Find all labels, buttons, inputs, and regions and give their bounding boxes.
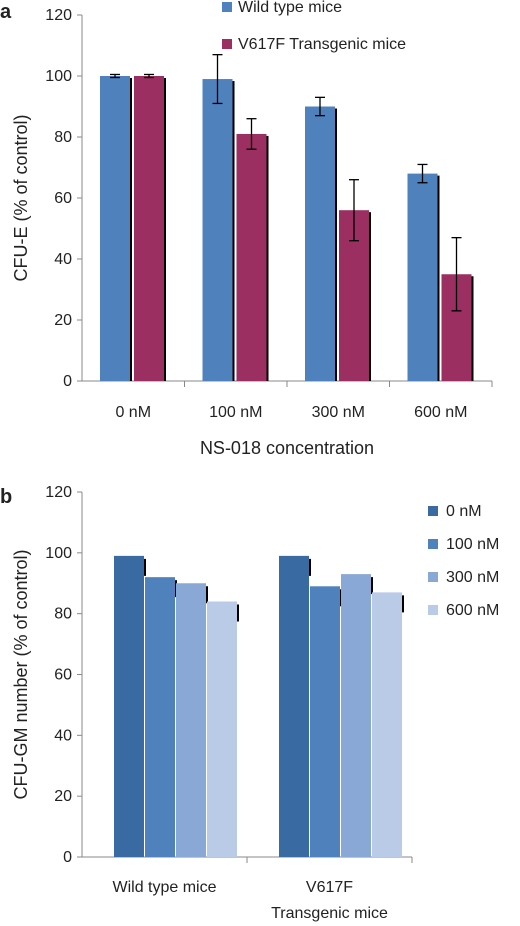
x-tick-label: 600 nM: [414, 404, 467, 421]
bar-shadow: [370, 577, 373, 595]
x-tick-label: 300 nM: [312, 404, 365, 421]
bar: [114, 555, 144, 857]
y-tick-label: 0: [63, 373, 72, 390]
bar: [202, 79, 233, 382]
bar: [310, 586, 340, 857]
legend-label: 0 nM: [446, 503, 482, 520]
x-tick-label: V617F: [306, 879, 353, 896]
legend-swatch: [428, 506, 438, 516]
y-tick-label: 20: [54, 788, 72, 805]
bar-shadow: [339, 589, 342, 607]
y-tick-label: 40: [54, 727, 72, 744]
y-tick-label: 100: [45, 545, 72, 562]
bar: [100, 76, 130, 381]
y-tick-label: 20: [54, 312, 72, 329]
panel-letter-a: a: [0, 1, 12, 23]
x-tick-label: Wild type mice: [112, 879, 216, 896]
bar: [372, 592, 402, 857]
bar-shadow: [231, 81, 235, 382]
y-tick-label: 80: [54, 606, 72, 623]
x-axis-title: NS-018 concentration: [200, 438, 374, 458]
y-tick-label: 60: [54, 190, 72, 207]
bar-shadow: [334, 108, 337, 381]
bar-shadow: [174, 580, 177, 598]
y-tick-label: 120: [45, 484, 72, 501]
bar: [145, 577, 175, 857]
legend-label: 600 nM: [446, 602, 499, 619]
y-tick-label: 0: [63, 849, 72, 866]
bar: [176, 583, 206, 857]
bar-shadow: [470, 276, 474, 381]
bar-shadow: [401, 595, 404, 613]
bar: [236, 133, 267, 381]
x-tick-label: 100 nM: [209, 404, 262, 421]
bar: [207, 601, 237, 857]
bar-shadow: [265, 135, 269, 381]
chart-a: 0 20 40 60 80 100 120 0 nM 100 nM 300 nM 600 nM NS-…: [11, 0, 493, 458]
x-tick-label: Transgenic mice: [271, 905, 388, 922]
panel-letter-b: b: [0, 486, 12, 508]
legend-swatch: [428, 605, 438, 615]
bar-shadow: [129, 78, 132, 381]
legend-label: 300 nM: [446, 569, 499, 586]
bar: [341, 574, 371, 857]
bar-shadow: [308, 558, 311, 576]
chart-b: 0 20 40 60 80 100 120 Wild type mice V617F Transg…: [11, 484, 499, 922]
bar-shadow: [205, 586, 208, 604]
legend-swatch: [428, 539, 438, 549]
legend-label: Wild type mice: [238, 0, 342, 16]
legend-swatch: [428, 572, 438, 582]
y-tick-label: 100: [45, 68, 72, 85]
y-axis-title: CFU-GM number (% of control): [11, 549, 31, 799]
bar-shadow: [436, 175, 440, 381]
bar-shadow: [143, 558, 146, 576]
y-axis-title: CFU-E (% of control): [11, 114, 31, 281]
legend-swatch: [222, 39, 232, 49]
bar: [407, 173, 438, 381]
x-tick-label: 0 nM: [115, 404, 151, 421]
bar: [279, 555, 309, 857]
bar-shadow: [368, 212, 371, 381]
y-tick-label: 80: [54, 129, 72, 146]
bar: [305, 106, 335, 381]
y-tick-label: 120: [45, 7, 72, 24]
bar-shadow: [236, 604, 239, 622]
legend-label: V617F Transgenic mice: [238, 36, 406, 53]
legend-swatch: [222, 2, 232, 12]
y-tick-label: 60: [54, 667, 72, 684]
legend-label: 100 nM: [446, 536, 499, 553]
bar-shadow: [163, 78, 166, 381]
y-tick-label: 40: [54, 251, 72, 268]
bar: [134, 76, 164, 381]
